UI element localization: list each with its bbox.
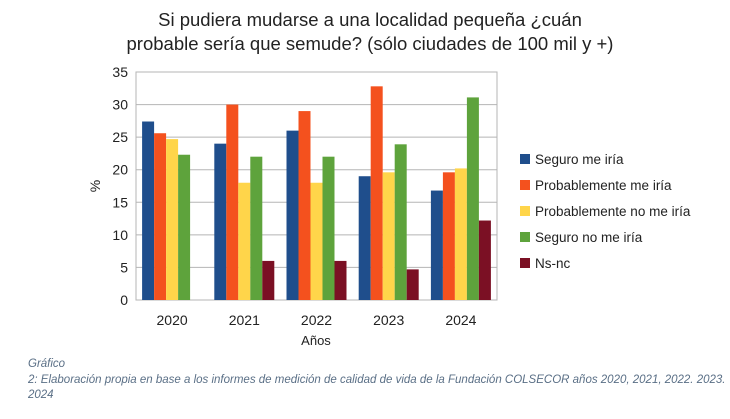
x-tick-label: 2020 bbox=[157, 312, 188, 328]
bar-2021-series-5 bbox=[262, 260, 275, 300]
legend-label: Seguro me iría bbox=[535, 152, 624, 167]
legend-label: Seguro no me iría bbox=[535, 230, 643, 245]
bar-2022-series-1 bbox=[286, 130, 299, 300]
bar-2021-series-3 bbox=[238, 182, 251, 300]
chart-title-line-2: probable sería que semude? (sólo ciudade… bbox=[127, 33, 614, 54]
y-tick-labels: 0 5 10 15 20 25 30 35 bbox=[112, 64, 128, 308]
legend-label: Probablemente no me iría bbox=[535, 204, 691, 219]
y-tick-label: 0 bbox=[120, 292, 128, 308]
legend-label: Ns-nc bbox=[535, 256, 571, 271]
bar-2021-series-4 bbox=[250, 156, 263, 300]
bar-2023-series-2 bbox=[370, 86, 383, 301]
bar-2023-series-5 bbox=[406, 269, 419, 300]
x-tick-label: 2022 bbox=[301, 312, 332, 328]
x-tick-label: 2021 bbox=[229, 312, 260, 328]
bars-group bbox=[142, 86, 491, 301]
y-tick-label: 20 bbox=[112, 162, 128, 178]
legend-label: Probablemente me iría bbox=[535, 178, 672, 193]
bar-2021-series-1 bbox=[214, 143, 227, 300]
bar-2022-series-3 bbox=[310, 182, 323, 300]
bar-2022-series-4 bbox=[322, 156, 335, 300]
x-tick-label: 2023 bbox=[373, 312, 404, 328]
figure-caption-label: Gráfico bbox=[28, 358, 66, 370]
bar-2024-series-4 bbox=[466, 97, 479, 300]
bar-2020-series-4 bbox=[178, 154, 191, 300]
bar-2022-series-2 bbox=[298, 111, 311, 300]
figure-caption-text: 2: Elaboración propia en base a los info… bbox=[28, 374, 726, 401]
legend-swatch bbox=[520, 180, 530, 190]
bar-2020-series-2 bbox=[154, 133, 167, 300]
legend: Seguro me iría Probablemente me iría Proba… bbox=[520, 152, 691, 271]
bar-2020-series-1 bbox=[142, 121, 155, 300]
bar-2024-series-2 bbox=[442, 172, 455, 300]
bar-2024-series-5 bbox=[478, 220, 491, 300]
y-tick-label: 10 bbox=[112, 227, 128, 243]
legend-swatch bbox=[520, 232, 530, 242]
bar-chart: Si pudiera mudarse a una localidad peque… bbox=[87, 9, 691, 348]
bar-2023-series-1 bbox=[358, 176, 371, 300]
bar-2022-series-5 bbox=[334, 260, 347, 300]
legend-swatch bbox=[520, 154, 530, 164]
legend-swatch bbox=[520, 206, 530, 216]
y-tick-label: 30 bbox=[112, 97, 128, 113]
y-tick-label: 35 bbox=[112, 64, 128, 80]
x-tick-labels: 2020 2021 2022 2023 2024 bbox=[157, 312, 477, 328]
bar-2020-series-3 bbox=[166, 139, 179, 300]
legend-swatch bbox=[520, 258, 530, 268]
bar-2023-series-4 bbox=[394, 144, 407, 300]
bar-2021-series-2 bbox=[226, 104, 239, 300]
bar-2023-series-3 bbox=[382, 172, 395, 300]
y-tick-label: 15 bbox=[112, 194, 128, 210]
bar-2024-series-1 bbox=[430, 190, 443, 300]
y-tick-label: 5 bbox=[120, 259, 128, 275]
chart-title-line-1: Si pudiera mudarse a una localidad peque… bbox=[158, 9, 582, 30]
bar-2024-series-3 bbox=[454, 168, 467, 300]
y-axis-label: % bbox=[87, 180, 103, 192]
x-axis-label: Años bbox=[301, 333, 331, 348]
x-tick-label: 2024 bbox=[445, 312, 476, 328]
y-tick-label: 25 bbox=[112, 129, 128, 145]
